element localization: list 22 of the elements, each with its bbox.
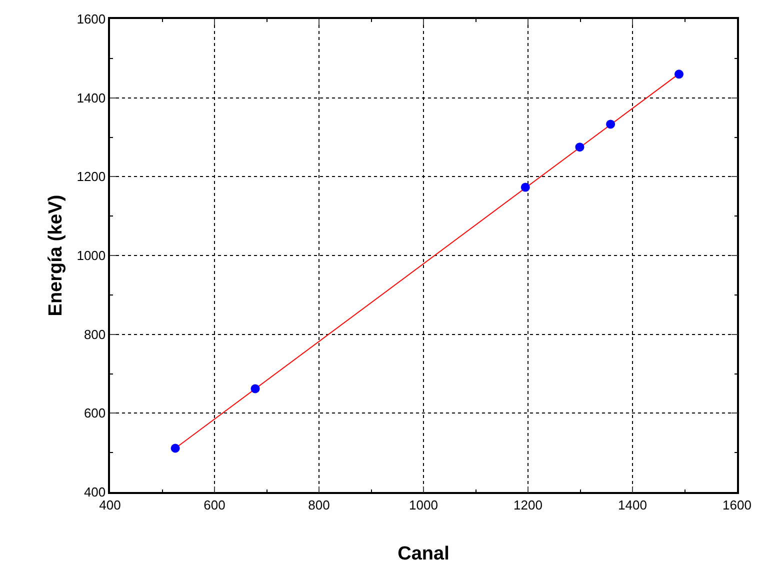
point [250,384,260,394]
y-tick-label: 1000 [76,248,106,264]
point [674,70,684,79]
y-tick-label: 400 [84,484,106,500]
x-tick-label: 1600 [722,497,752,512]
x-tick-label: 1000 [409,497,438,512]
x-tick-label: 400 [99,497,121,512]
y-tick-label: 1200 [76,169,106,184]
point [606,120,616,129]
y-tick-label: 800 [84,326,106,342]
x-tick-label: 1400 [618,497,647,512]
y-tick-label: 1600 [76,12,106,27]
x-tick-label: 1200 [514,497,542,512]
y-tick-label: 600 [84,406,106,421]
point [575,142,584,152]
y-tick-label: 1400 [76,90,106,106]
y-axis-title: Energía (keV) [46,194,66,316]
x-tick-label: 800 [308,497,330,512]
point [170,444,180,453]
x-tick-label: 600 [204,497,226,512]
x-axis-title: Canal [398,544,450,564]
point [520,182,530,192]
